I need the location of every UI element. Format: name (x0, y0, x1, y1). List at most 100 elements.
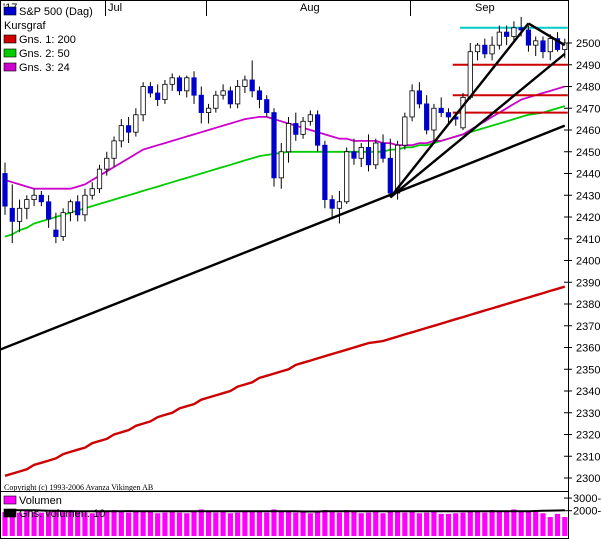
volume-bar (96, 511, 103, 536)
volume-bar (533, 511, 539, 536)
legend-swatch (3, 48, 17, 58)
volume-bar (176, 512, 183, 536)
candle-up (562, 42, 568, 50)
volume-bar (256, 511, 263, 536)
volume-bar (111, 510, 117, 536)
trend-line (527, 22, 566, 47)
candle-up (24, 199, 30, 209)
volume-bar (213, 512, 219, 536)
volume-legend-swatch (3, 495, 17, 505)
legend-swatch (3, 34, 17, 44)
volume-bar (344, 510, 350, 536)
volume-bar (205, 511, 212, 536)
volume-bar (351, 511, 357, 536)
candle-up (67, 201, 74, 214)
ma-50-line (4, 105, 566, 238)
volume-bar (365, 512, 372, 536)
candle-up (431, 107, 437, 131)
candle-up (16, 207, 23, 222)
candle-up (235, 86, 241, 105)
price-tick-label: 2410 (576, 234, 600, 246)
candle-up (474, 44, 481, 53)
candle-up (511, 27, 517, 37)
candle-up (278, 151, 284, 179)
volume-bar (474, 510, 481, 536)
volume-bar (235, 512, 241, 536)
volume-bar (518, 510, 524, 536)
volume-bar (489, 510, 495, 536)
candle-up (184, 77, 190, 92)
candle-up (89, 188, 95, 196)
month-label: Aug (300, 2, 320, 14)
candle-down (191, 77, 197, 96)
volume-tick-label: 2000- (573, 506, 601, 518)
volume-bar (133, 511, 139, 536)
price-tick-label: 2340 (576, 386, 600, 398)
candle-up (358, 146, 364, 159)
candle-down (351, 151, 357, 159)
volume-bar (409, 510, 415, 536)
price-tick-label: 2300 (576, 473, 600, 485)
candle-up (162, 83, 168, 100)
price-tick-label: 2430 (576, 190, 600, 202)
volume-bar (431, 511, 437, 536)
legend-label: Gns. 2: 50 (19, 48, 70, 60)
volume-legend-label: Volumen (19, 495, 62, 507)
volume-bar (438, 513, 444, 536)
volume-bar (249, 511, 255, 536)
price-tick-label: 2320 (576, 430, 600, 442)
candle-down (227, 90, 233, 105)
candle-up (373, 142, 379, 166)
candle-down (155, 92, 161, 100)
volume-average-line (5, 509, 565, 513)
volume-bar (38, 512, 44, 536)
volume-bar (547, 517, 553, 536)
price-tick-label: 2500 (576, 38, 600, 50)
volume-bar (402, 512, 408, 536)
candle-up (489, 44, 495, 55)
trend-line (0, 124, 566, 351)
candle-down (525, 29, 532, 46)
chart-grid (0, 0, 411, 16)
price-tick-label: 2470 (576, 103, 600, 115)
volume-bar (242, 511, 248, 536)
volume-bar (162, 512, 168, 536)
volume-bar (496, 511, 502, 536)
volume-bar (227, 513, 233, 536)
price-tick-label: 2380 (576, 299, 600, 311)
volume-bar (271, 509, 277, 536)
volume-bar (278, 510, 284, 536)
candle-up (104, 157, 110, 170)
legend-label: Gns. 1: 200 (19, 34, 76, 46)
volume-bar (104, 511, 110, 536)
volume-bar (307, 513, 313, 536)
candlesticks (2, 16, 568, 244)
volume-bar (315, 510, 321, 536)
volume-bar (380, 513, 386, 536)
volume-bar (118, 511, 124, 536)
candle-down (125, 125, 132, 133)
volume-legend-swatch (3, 508, 17, 518)
volume-bar (46, 511, 52, 536)
candle-down (380, 142, 386, 159)
candle-up (460, 96, 466, 129)
candle-up (285, 123, 292, 153)
volume-bar (293, 512, 299, 536)
volume-bar (184, 513, 190, 536)
ma-200-line (4, 285, 566, 477)
candle-down (504, 31, 510, 37)
price-tick-label: 2460 (576, 125, 600, 137)
candle-up (344, 151, 350, 203)
volume-bar (322, 510, 328, 536)
volume-bar (140, 510, 146, 536)
volume-bar (482, 512, 488, 536)
volume-bar (387, 511, 393, 536)
candle-up (336, 201, 343, 209)
price-tick-label: 2450 (576, 147, 600, 159)
candle-up (300, 120, 306, 135)
candle-up (133, 114, 139, 133)
candle-down (322, 144, 328, 201)
moving-average-lines (4, 85, 566, 477)
ma-24-line (4, 85, 566, 190)
